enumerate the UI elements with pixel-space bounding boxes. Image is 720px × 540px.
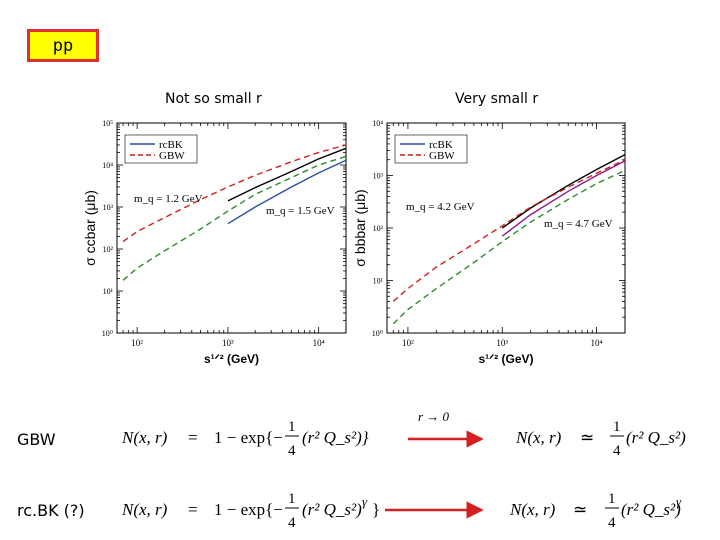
y-tick-label: 10¹ bbox=[373, 277, 384, 286]
x-tick-label: 10⁴ bbox=[591, 338, 603, 348]
y-tick-label: 10⁴ bbox=[372, 119, 383, 128]
rcbk-equals: = bbox=[188, 500, 198, 519]
gbw-lim-lhs: N(x, r) bbox=[515, 428, 562, 447]
rcbk-gamma: γ bbox=[362, 494, 368, 509]
gbw-rhs-pre: 1 − exp{− bbox=[214, 428, 283, 447]
y-axis-label: σ ccbar (μb) bbox=[82, 190, 98, 266]
rcbk-lim-den: 4 bbox=[608, 515, 616, 531]
gbw-lim-num: 1 bbox=[613, 419, 621, 435]
pp-badge: pp bbox=[27, 29, 99, 62]
rcbk-lhs: N(x, r) bbox=[121, 500, 168, 519]
y-tick-label: 10¹ bbox=[103, 287, 114, 296]
legend-label: GBW bbox=[429, 150, 455, 162]
y-axis-label: σ bbbar (μb) bbox=[352, 189, 368, 266]
rcbk-frac-num: 1 bbox=[288, 491, 296, 507]
x-tick-label: 10³ bbox=[496, 338, 508, 348]
legend-label: rcBK bbox=[429, 139, 453, 151]
legend-box bbox=[124, 134, 198, 164]
annotation-mass-3: m_q = 4.2 GeV bbox=[406, 201, 475, 213]
gbw-equals: = bbox=[188, 428, 198, 447]
rcbk-row-label: rc.BK (?) bbox=[17, 501, 85, 520]
y-tick-label: 10² bbox=[373, 224, 384, 233]
gbw-row-label: GBW bbox=[17, 430, 56, 449]
series-line-0 bbox=[122, 144, 347, 243]
chart-bbbar: 10² 10³ 10⁴ 10⁰ 10¹ 10² 10³ 10⁴ s¹ᐟ² (GeV) σ bbba… bbox=[352, 119, 626, 366]
plot-frame bbox=[116, 122, 347, 334]
gbw-frac-den: 4 bbox=[288, 443, 296, 459]
series-line-2 bbox=[501, 160, 626, 237]
series-line-3 bbox=[392, 169, 626, 325]
gbw-lim-post: (r² Q_s²) bbox=[626, 428, 686, 447]
x-axis-label: s¹ᐟ² (GeV) bbox=[478, 352, 533, 366]
rcbk-lim-lhs: N(x, r) bbox=[509, 500, 556, 519]
gbw-rhs-post: (r² Q_s²)} bbox=[302, 428, 369, 447]
series-line-1 bbox=[227, 147, 347, 202]
rcbk-close: } bbox=[372, 500, 380, 519]
gbw-lim-den: 4 bbox=[613, 443, 621, 459]
series-line-2 bbox=[122, 155, 347, 281]
x-tick-label: 10³ bbox=[222, 338, 234, 348]
gbw-lhs: N(x, r) bbox=[121, 428, 168, 447]
x-tick-label: 10² bbox=[402, 338, 414, 348]
limit-label: r → 0 bbox=[418, 409, 450, 424]
y-tick-label: 10⁰ bbox=[372, 329, 383, 338]
y-tick-label: 10³ bbox=[373, 172, 384, 181]
annotation-mass-4: m_q = 4.7 GeV bbox=[544, 218, 613, 230]
x-tick-label: 10² bbox=[131, 338, 143, 348]
left-chart-heading: Not so small r bbox=[165, 91, 262, 107]
x-axis-label: s¹ᐟ² (GeV) bbox=[204, 352, 259, 366]
rcbk-lim-gamma: γ bbox=[676, 494, 682, 509]
series-line-0 bbox=[501, 153, 626, 229]
y-tick-label: 10⁰ bbox=[102, 329, 113, 338]
annotation-mass-1: m_q = 1.2 GeV bbox=[134, 193, 203, 205]
right-chart-heading: Very small r bbox=[455, 91, 539, 107]
rcbk-lim-op: ≃ bbox=[573, 500, 587, 519]
rcbk-lim-post: (r² Q_s²) bbox=[621, 500, 681, 519]
legend-label: rcBK bbox=[159, 139, 183, 151]
rcbk-rhs-pre: 1 − exp{− bbox=[214, 500, 283, 519]
y-tick-label: 10³ bbox=[103, 203, 114, 212]
y-tick-label: 10⁴ bbox=[102, 161, 113, 170]
y-tick-label: 10⁵ bbox=[102, 119, 113, 128]
rcbk-rhs-post: (r² Q_s²) bbox=[302, 500, 362, 519]
legend-box bbox=[394, 134, 468, 164]
chart-ccbar: 10² 10³ 10⁴ 10⁰ 10¹ 10² 10³ 10⁴ 10⁵ s¹ᐟ² (GeV) σ c… bbox=[82, 119, 347, 366]
rcbk-lim-num: 1 bbox=[608, 491, 616, 507]
y-tick-label: 10² bbox=[103, 245, 114, 254]
equations-panel: N(x, r) = 1 − exp{− 1 4 (r² Q_s²)} r → 0… bbox=[121, 409, 686, 531]
gbw-lim-op: ≃ bbox=[580, 428, 594, 447]
series-line-1 bbox=[392, 159, 626, 302]
rcbk-frac-den: 4 bbox=[288, 515, 296, 531]
annotation-mass-2: m_q = 1.5 GeV bbox=[266, 205, 335, 217]
x-tick-label: 10⁴ bbox=[313, 338, 325, 348]
legend-label: GBW bbox=[159, 150, 185, 162]
series-line-3 bbox=[227, 159, 347, 225]
gbw-frac-num: 1 bbox=[288, 419, 296, 435]
